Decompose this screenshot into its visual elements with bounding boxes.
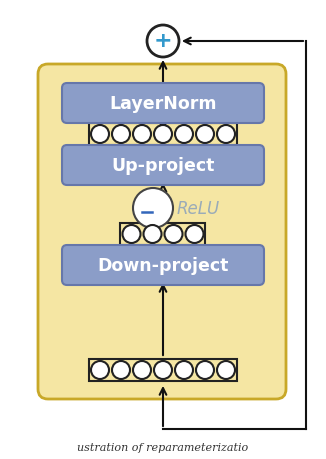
Bar: [89, 124, 237, 146]
Circle shape: [112, 361, 130, 379]
FancyBboxPatch shape: [62, 84, 264, 124]
Text: ustration of reparameterizatio: ustration of reparameterizatio: [77, 442, 249, 452]
Circle shape: [112, 126, 130, 144]
Circle shape: [147, 26, 179, 58]
Circle shape: [133, 126, 151, 144]
Bar: [121, 224, 205, 246]
Circle shape: [133, 361, 151, 379]
Circle shape: [185, 225, 203, 243]
Circle shape: [217, 361, 235, 379]
Circle shape: [175, 361, 193, 379]
Circle shape: [91, 126, 109, 144]
Text: Up-project: Up-project: [111, 157, 215, 174]
FancyBboxPatch shape: [62, 246, 264, 285]
Circle shape: [217, 126, 235, 144]
Circle shape: [91, 361, 109, 379]
Circle shape: [175, 126, 193, 144]
Circle shape: [165, 225, 183, 243]
FancyBboxPatch shape: [38, 65, 286, 399]
FancyBboxPatch shape: [62, 146, 264, 185]
Bar: [89, 359, 237, 381]
Circle shape: [196, 126, 214, 144]
Text: LayerNorm: LayerNorm: [109, 95, 217, 113]
Circle shape: [154, 126, 172, 144]
Circle shape: [154, 361, 172, 379]
Circle shape: [123, 225, 141, 243]
Text: +: +: [154, 31, 172, 51]
Circle shape: [196, 361, 214, 379]
Text: ReLU: ReLU: [177, 200, 220, 218]
Circle shape: [143, 225, 161, 243]
Circle shape: [133, 189, 173, 229]
Text: Down-project: Down-project: [97, 257, 229, 274]
